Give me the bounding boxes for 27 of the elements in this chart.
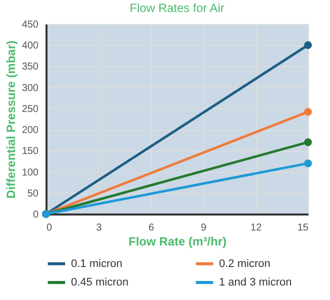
y-tick-label: 250: [22, 104, 39, 115]
chart-title: Flow Rates for Air: [130, 1, 224, 15]
y-axis-title: Differential Pressure (mbar): [4, 40, 18, 199]
point: [304, 108, 312, 116]
point: [304, 41, 312, 49]
legend-label: 0.45 micron: [71, 276, 128, 288]
y-tick-label: 400: [22, 40, 39, 52]
x-tick-label: 0: [46, 222, 52, 234]
x-tick-label: 12: [250, 222, 262, 234]
y-tick-label: 350: [22, 62, 39, 73]
x-tick-label: 6: [148, 222, 155, 234]
point: [304, 138, 312, 146]
y-tick-label: 50: [27, 188, 39, 200]
y-tick-label: 0: [32, 210, 39, 220]
y-tick-label: 300: [22, 82, 39, 94]
legend-label: 1 and 3 micron: [219, 276, 292, 288]
x-axis-title: Flow Rate (m³/hr): [128, 234, 226, 248]
legend-label: 0.1 micron: [71, 258, 122, 270]
point: [304, 159, 312, 168]
y-tick-label: 450: [22, 20, 39, 30]
x-tick-label: 3: [96, 222, 102, 234]
x-tick-label: 15: [297, 222, 309, 234]
x-tick-label: 9: [200, 222, 207, 234]
y-tick-label: 200: [22, 125, 39, 136]
legend-label: 0.2 micron: [219, 258, 270, 270]
y-tick-label: 150: [22, 146, 39, 158]
y-tick-label: 100: [22, 167, 39, 178]
